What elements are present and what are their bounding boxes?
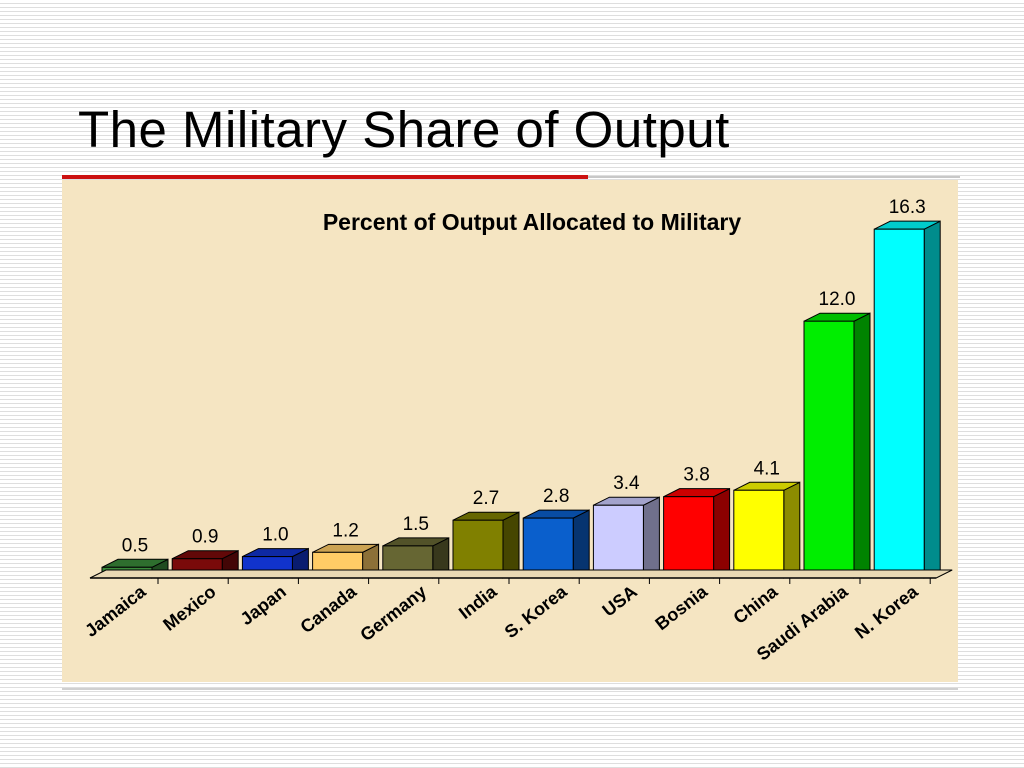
bar-front-saudi-arabia [803, 320, 855, 579]
bar-front-bosnia [663, 496, 715, 579]
bar-front-india [452, 519, 504, 579]
bar-front-n-korea [873, 228, 925, 579]
chart-title: Percent of Output Allocated to Military [323, 209, 741, 235]
bar-india [452, 511, 520, 579]
data-label-china: 4.1 [754, 458, 780, 479]
bar-front-s-korea [522, 517, 574, 579]
chart-panel: Percent of Output Allocated to Military … [62, 180, 958, 682]
bar-s-korea [522, 509, 590, 579]
bars-layer [101, 220, 941, 579]
bar-n-korea [873, 220, 941, 579]
category-label-n-korea: N. Korea [851, 581, 922, 643]
bar-usa [592, 496, 660, 579]
data-label-india: 2.7 [473, 488, 499, 509]
data-label-bosnia: 3.8 [683, 465, 709, 486]
data-label-japan: 1.0 [262, 525, 288, 546]
category-label-japan: Japan [237, 581, 290, 629]
data-label-usa: 3.4 [613, 473, 640, 494]
bar-front-china [733, 489, 785, 579]
category-label-china: China [730, 581, 782, 628]
x-axis [89, 569, 953, 584]
bar-saudi-arabia [803, 312, 871, 579]
bar-side-n-korea [923, 220, 941, 579]
bar-side-usa [642, 496, 660, 579]
data-label-germany: 1.5 [403, 514, 429, 535]
bar-side-saudi-arabia [853, 312, 871, 579]
chart-floor [89, 569, 953, 579]
labels-layer: 0.5 Jamaica 0.9 Mexico 1.0 Japan 1.2 Canada 1.5 G… [81, 197, 926, 664]
category-label-mexico: Mexico [159, 581, 219, 634]
data-label-n-korea: 16.3 [889, 197, 926, 218]
category-label-jamaica: Jamaica [81, 581, 150, 641]
bar-side-india [502, 511, 520, 579]
slide-title: The Military Share of Output [78, 101, 730, 158]
title-underline-accent [62, 175, 588, 179]
category-label-canada: Canada [297, 581, 361, 637]
bar-side-s-korea [572, 509, 590, 579]
data-label-jamaica: 0.5 [122, 535, 148, 556]
bar-side-bosnia [713, 487, 731, 579]
bar-bosnia [663, 487, 731, 579]
data-label-saudi-arabia: 12.0 [819, 289, 856, 310]
bar-side-china [783, 481, 801, 579]
category-label-germany: Germany [356, 581, 430, 645]
bar-china [733, 481, 801, 579]
category-label-s-korea: S. Korea [501, 581, 572, 642]
data-label-mexico: 0.9 [192, 527, 218, 548]
category-label-bosnia: Bosnia [651, 581, 711, 634]
footer-rule [62, 688, 958, 690]
category-label-usa: USA [599, 581, 641, 620]
bar-chart: Percent of Output Allocated to Military … [81, 197, 953, 664]
data-label-s-korea: 2.8 [543, 486, 569, 507]
bar-front-usa [592, 504, 644, 579]
category-label-india: India [455, 581, 501, 623]
title-underline-rule [588, 176, 960, 178]
data-label-canada: 1.2 [332, 520, 358, 541]
